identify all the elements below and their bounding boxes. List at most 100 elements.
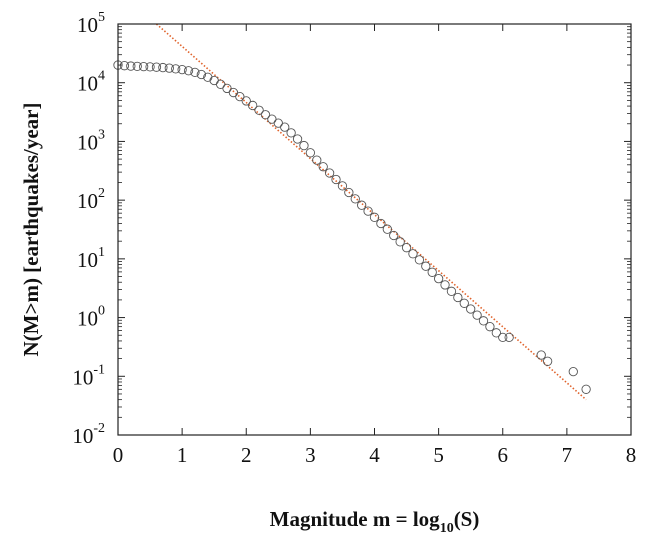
data-point	[453, 292, 463, 303]
data-point	[132, 61, 142, 71]
data-point	[433, 274, 444, 284]
data-point	[267, 114, 277, 124]
data-point	[171, 64, 181, 74]
data-point	[119, 61, 130, 71]
data-point	[305, 148, 316, 158]
data-point	[337, 181, 348, 191]
data-point	[414, 255, 425, 265]
data-point	[478, 316, 489, 326]
data-point	[241, 96, 251, 106]
data-point	[401, 243, 412, 253]
data-point	[126, 61, 136, 71]
data-point	[177, 64, 187, 75]
y-tick-label: 10-1	[72, 362, 105, 389]
fit-line	[155, 24, 587, 401]
x-tick-label: 1	[177, 443, 188, 467]
y-tick-label-base: 10	[77, 248, 98, 272]
x-tick-label: 0	[113, 443, 124, 467]
data-point	[280, 122, 290, 132]
y-tick-label: 101	[77, 245, 105, 272]
data-point	[292, 134, 303, 144]
y-tick-label-base: 10	[72, 424, 93, 448]
x-axis-title-subscript: 10	[440, 521, 454, 536]
y-tick-label: 102	[77, 186, 105, 213]
data-point	[254, 105, 264, 115]
data-point	[389, 230, 399, 241]
data-point	[421, 261, 431, 271]
data-point	[536, 350, 546, 360]
data-point	[331, 174, 341, 185]
x-tick-label: 6	[498, 443, 509, 467]
data-point	[215, 79, 226, 89]
y-tick-label-base: 10	[77, 130, 98, 154]
y-tick-label: 105	[77, 10, 105, 37]
data-point	[151, 62, 162, 72]
data-point	[459, 298, 469, 308]
data-point	[408, 249, 418, 259]
y-tick-label-base: 10	[72, 365, 93, 389]
y-tick-label-base: 10	[77, 13, 98, 37]
data-point	[138, 61, 149, 72]
y-tick-label-base: 10	[77, 307, 98, 331]
data-point	[344, 187, 354, 198]
data-point	[382, 224, 392, 234]
y-tick-label-exponent: -2	[93, 421, 105, 436]
data-point	[568, 366, 578, 377]
y-tick-label-exponent: 4	[98, 69, 105, 84]
data-point	[228, 87, 239, 98]
data-point	[440, 280, 450, 290]
y-tick-label: 100	[77, 304, 105, 331]
x-axis-title: Magnitude m = log10(S)	[270, 507, 480, 536]
y-tick-label-exponent: 1	[98, 245, 105, 260]
data-point	[369, 212, 380, 222]
y-tick-label: 104	[77, 69, 105, 96]
data-point	[299, 140, 309, 151]
data-point	[427, 267, 437, 277]
y-tick-label-exponent: -1	[93, 362, 105, 377]
data-point	[324, 168, 335, 178]
data-point	[158, 62, 168, 73]
data-point	[209, 75, 219, 86]
x-tick-label: 4	[369, 443, 380, 467]
x-tick-labels: 0 1 2 3 4 5 6 7 8	[113, 443, 637, 467]
y-tick-label-exponent: 5	[98, 10, 105, 25]
data-point	[350, 194, 360, 204]
data-point	[164, 63, 174, 73]
data-point	[248, 100, 258, 111]
data-point	[485, 322, 495, 332]
data-point	[260, 110, 271, 120]
data-point	[312, 155, 322, 165]
x-tick-label: 5	[433, 443, 444, 467]
data-point	[395, 237, 405, 247]
y-axis-title: N(M>m) [earthquakes/year]	[19, 103, 43, 357]
x-axis-title-suffix: (S)	[454, 507, 480, 531]
data-point	[273, 118, 283, 128]
data-point	[466, 304, 476, 314]
data-point	[498, 332, 508, 343]
data-point	[145, 62, 155, 72]
data-point	[491, 328, 501, 338]
x-tick-label: 2	[241, 443, 252, 467]
data-point	[581, 384, 591, 394]
data-point	[472, 310, 482, 320]
ticks-layer	[117, 23, 632, 436]
y-tick-label-exponent: 3	[98, 127, 105, 142]
y-tick-label-exponent: 0	[98, 304, 105, 319]
data-point	[357, 200, 367, 210]
data-point	[190, 67, 200, 78]
x-axis-title-main: Magnitude m = log	[270, 507, 441, 531]
y-tick-label: 103	[77, 127, 105, 154]
data-point	[376, 218, 386, 229]
fit-line-layer	[155, 24, 587, 401]
data-point	[183, 66, 194, 76]
x-tick-label: 8	[626, 443, 637, 467]
plot-frame	[117, 23, 632, 436]
y-tick-label-exponent: 2	[98, 186, 105, 201]
x-tick-label: 7	[562, 443, 573, 467]
data-point	[446, 286, 457, 296]
data-point	[222, 83, 232, 94]
data-point	[504, 332, 514, 343]
data-point	[318, 162, 328, 172]
